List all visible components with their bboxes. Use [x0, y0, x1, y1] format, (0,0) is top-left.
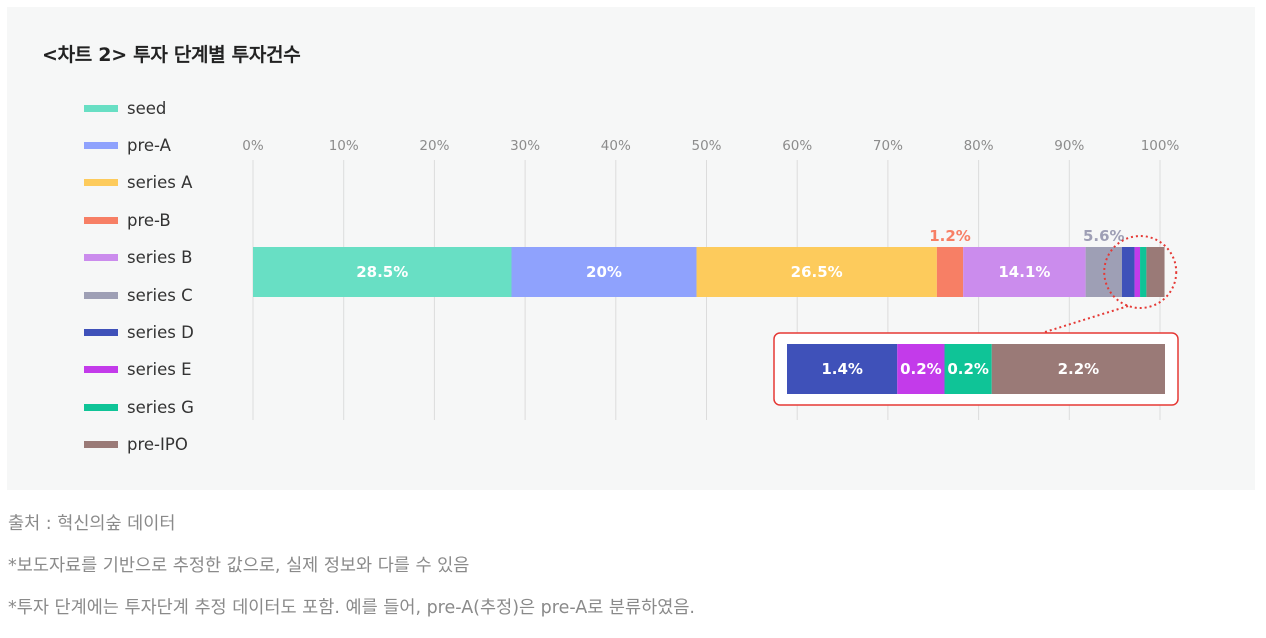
legend-label: series B [127, 248, 193, 268]
bar-segment-pre-ipo [1146, 247, 1165, 297]
legend-item-series-g: series G [84, 393, 194, 421]
bar-segment-series-d [1121, 247, 1135, 297]
bar-segment-series-c [1085, 247, 1122, 297]
data-label-seed: 28.5% [356, 263, 408, 281]
x-tick-label: 30% [510, 138, 540, 154]
bar-segment-pre-a [511, 247, 697, 297]
x-tick-label: 70% [873, 138, 903, 154]
legend-label: series D [127, 322, 194, 342]
source-note: 출처 : 혁신의숲 데이터 [8, 514, 176, 534]
callout-segment-series-e [897, 344, 945, 394]
data-label-series-a: 26.5% [791, 263, 843, 281]
callout-segment-pre-ipo [991, 344, 1165, 394]
callout-label-pre-ipo: 2.2% [1058, 360, 1100, 378]
bar-segment-series-e [1134, 247, 1141, 297]
legend-item-series-d: series D [84, 318, 194, 346]
legend-swatch [84, 291, 118, 299]
legend-item-pre-b: pre-B [84, 206, 171, 234]
legend-label: seed [127, 98, 167, 118]
x-tick-label: 0% [242, 138, 264, 154]
legend-label: pre-B [127, 210, 171, 230]
legend-item-series-e: series E [84, 356, 192, 384]
x-tick-label: 40% [601, 138, 631, 154]
legend-label: pre-A [127, 135, 171, 155]
x-tick-label: 20% [419, 138, 449, 154]
bar-segment-pre-b [936, 247, 964, 297]
x-tick-label: 10% [329, 138, 359, 154]
data-label-pre-a: 20% [586, 263, 622, 281]
bar-segment-series-a [696, 247, 937, 297]
estimate-note: *보도자료를 기반으로 추정한 값으로, 실제 정보와 다를 수 있음 [8, 556, 470, 576]
legend-swatch [84, 441, 118, 449]
callout-label-series-e: 0.2% [900, 360, 942, 378]
highlight-circle [1103, 235, 1178, 309]
data-label-pre-b: 1.2% [929, 227, 971, 245]
legend-swatch [84, 141, 118, 149]
legend-swatch [84, 104, 118, 112]
callout-connector [1044, 305, 1129, 333]
legend-swatch [84, 216, 118, 224]
legend-item-series-c: series C [84, 281, 193, 309]
x-tick-label: 60% [782, 138, 812, 154]
data-label-series-b: 14.1% [998, 263, 1050, 281]
x-tick-label: 50% [691, 138, 721, 154]
stage-note: *투자 단계에는 투자단계 추정 데이터도 포함. 예를 들어, pre-A(추… [8, 598, 695, 618]
legend-item-series-b: series B [84, 244, 192, 272]
x-tick-label: 100% [1141, 138, 1180, 154]
legend-swatch [84, 328, 118, 336]
x-tick-label: 80% [964, 138, 994, 154]
legend-label: series E [127, 360, 192, 380]
callout-label-series-d: 1.4% [821, 360, 863, 378]
callout-segment-series-d [787, 344, 898, 394]
legend-item-pre-ipo: pre-IPO [84, 431, 188, 459]
legend-swatch [84, 403, 118, 411]
legend-label: series G [127, 397, 194, 417]
legend-item-seed: seed [84, 94, 166, 122]
bar-segment-series-g [1140, 247, 1147, 297]
callout-label-series-g: 0.2% [947, 360, 989, 378]
bar-segment-series-b [963, 247, 1086, 297]
legend-label: series C [127, 285, 193, 305]
legend-swatch [84, 179, 118, 187]
stacked-bar-chart: 0% 10% 20% 30% 40% 50% 60% 70% 80% 90% 100% 28.5% 20… [242, 138, 1180, 420]
bar-segment-seed [253, 247, 512, 297]
callout-segment-series-g [944, 344, 992, 394]
legend-label: pre-IPO [127, 435, 188, 455]
x-tick-label: 90% [1054, 138, 1084, 154]
legend-label: series A [127, 173, 193, 193]
legend-item-series-a: series A [84, 169, 192, 197]
legend-swatch [84, 366, 118, 374]
legend-swatch [84, 254, 118, 262]
data-label-series-c: 5.6% [1083, 227, 1125, 245]
chart-title: <차트 2> 투자 단계별 투자건수 [42, 44, 301, 66]
legend-item-pre-a: pre-A [84, 131, 171, 159]
